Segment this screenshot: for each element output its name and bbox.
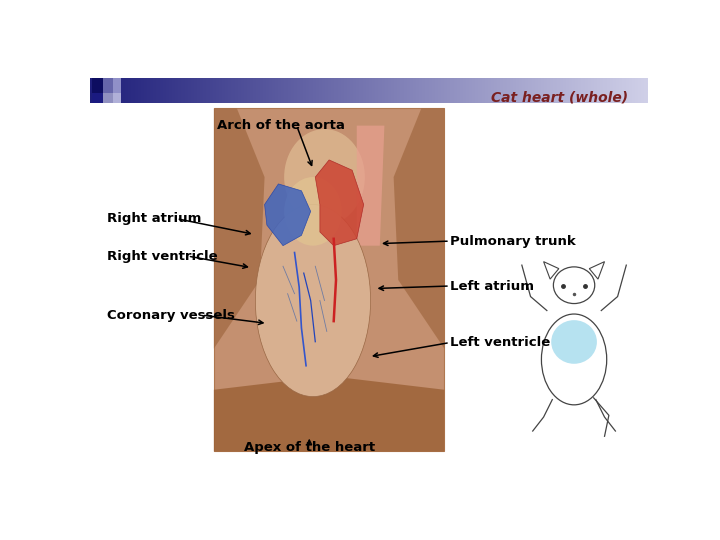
Ellipse shape — [284, 129, 365, 225]
Text: Right ventricle: Right ventricle — [107, 249, 217, 262]
Polygon shape — [394, 109, 444, 349]
Ellipse shape — [552, 320, 597, 364]
Ellipse shape — [554, 267, 595, 303]
Polygon shape — [315, 160, 364, 246]
Polygon shape — [214, 109, 264, 349]
Bar — [113, 93, 121, 103]
Text: Left ventricle: Left ventricle — [450, 336, 550, 349]
Bar — [91, 78, 103, 93]
Text: Coronary vessels: Coronary vessels — [107, 309, 235, 322]
Polygon shape — [214, 376, 444, 451]
Ellipse shape — [284, 177, 342, 246]
Text: Arch of the aorta: Arch of the aorta — [217, 119, 345, 132]
Text: Right atrium: Right atrium — [107, 212, 201, 225]
Ellipse shape — [256, 205, 371, 396]
Bar — [103, 93, 113, 103]
Text: Pulmonary trunk: Pulmonary trunk — [450, 234, 576, 248]
Polygon shape — [264, 184, 310, 246]
Text: Cat heart (whole): Cat heart (whole) — [491, 90, 629, 104]
Bar — [103, 78, 113, 93]
Bar — [214, 109, 444, 451]
Polygon shape — [356, 126, 384, 246]
Polygon shape — [589, 262, 605, 279]
Bar — [113, 78, 121, 93]
Text: Left atrium: Left atrium — [450, 280, 534, 293]
Polygon shape — [544, 262, 559, 279]
Ellipse shape — [541, 314, 607, 405]
Bar — [91, 93, 103, 103]
Text: Apex of the heart: Apex of the heart — [244, 441, 375, 454]
